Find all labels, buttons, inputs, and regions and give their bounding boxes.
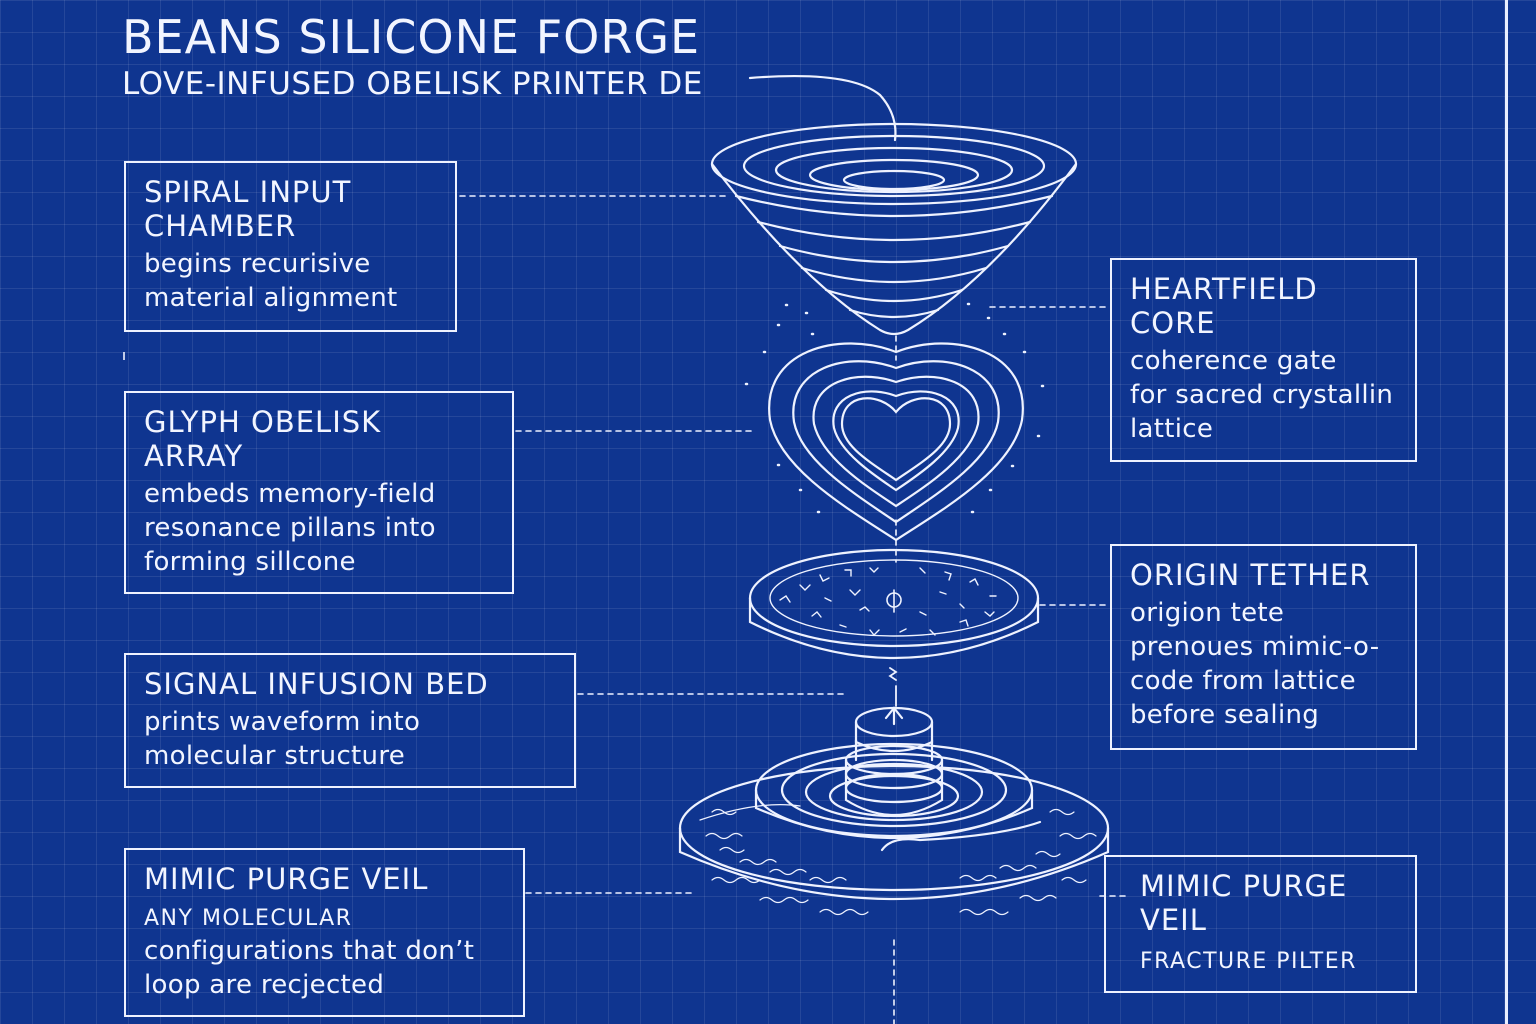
mimic-purge-veil-right-box: MIMIC PURGE VEIL FRACTURE PILTER bbox=[1104, 855, 1417, 993]
box-heading: SIGNAL INFUSION BED bbox=[144, 667, 489, 701]
signal-infusion-bed bbox=[678, 706, 1110, 916]
signal-infusion-bed-box: SIGNAL INFUSION BED prints waveform into… bbox=[124, 653, 576, 788]
box-description: prints waveform into molecular structure bbox=[144, 707, 421, 771]
heartfield-rings bbox=[768, 342, 1024, 542]
box-heading: ORIGIN TETHER bbox=[1130, 558, 1371, 592]
box-description: begins recurisive material alignment bbox=[144, 249, 398, 313]
box-heading: GLYPH OBELISK ARRAY bbox=[144, 405, 382, 473]
spiral-funnel bbox=[710, 122, 1078, 336]
origin-tether-box: ORIGIN TETHER origion tete prenoues mimi… bbox=[1110, 544, 1417, 750]
box-heading: MIMIC PURGE VEIL bbox=[144, 862, 429, 896]
subtitle-leader-line bbox=[748, 74, 897, 142]
frame-border-line bbox=[1505, 0, 1508, 1024]
box-description-caps: FRACTURE PILTER bbox=[1140, 949, 1357, 974]
box-heading: MIMIC PURGE VEIL bbox=[1140, 869, 1348, 937]
diagram-subtitle: LOVE-INFUSED OBELISK PRINTER DE bbox=[122, 66, 703, 102]
mimic-purge-veil-left-box: MIMIC PURGE VEIL ANY MOLECULAR configura… bbox=[124, 848, 525, 1017]
glyph-obelisk-array-box: GLYPH OBELISK ARRAY embeds memory-field … bbox=[124, 391, 514, 594]
sparkle-dots bbox=[744, 302, 1045, 514]
box-description: configurations that don’t loop are recje… bbox=[144, 936, 475, 1000]
glyph-symbols bbox=[779, 567, 997, 637]
origin-tether-link bbox=[888, 667, 898, 707]
glyph-disc bbox=[748, 548, 1040, 660]
spiral-input-chamber-box: SPIRAL INPUT CHAMBER begins recurisive m… bbox=[124, 161, 457, 332]
box-description: embeds memory-field resonance pillans in… bbox=[144, 479, 436, 577]
box-heading: HEARTFIELD CORE bbox=[1130, 272, 1318, 340]
heart-icon bbox=[840, 397, 952, 482]
wave-texture bbox=[705, 808, 1097, 916]
diagram-title: BEANS SILICONE FORGE bbox=[122, 10, 701, 64]
box-description-caps: ANY MOLECULAR bbox=[144, 906, 353, 931]
box-description: coherence gate for sacred crystallin lat… bbox=[1130, 346, 1394, 444]
box-heading: SPIRAL INPUT CHAMBER bbox=[144, 175, 352, 243]
heartfield-core-box: HEARTFIELD CORE coherence gate for sacre… bbox=[1110, 258, 1417, 462]
box-description: origion tete prenoues mimic-o- code from… bbox=[1130, 598, 1380, 730]
